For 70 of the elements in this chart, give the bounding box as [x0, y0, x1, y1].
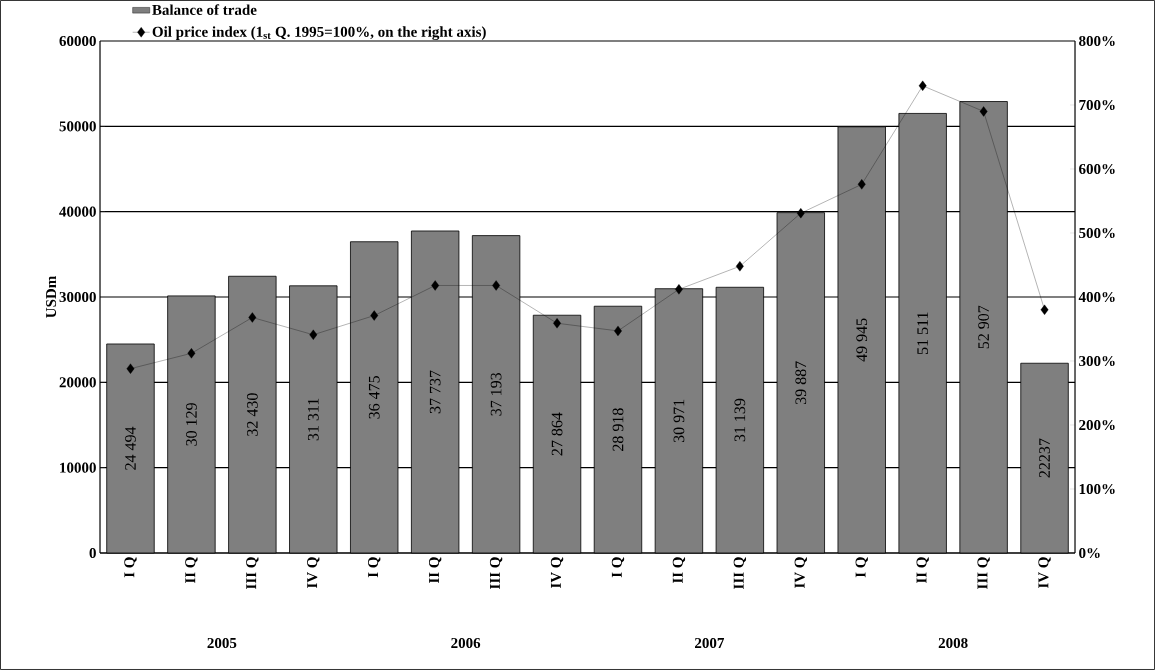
point — [918, 80, 927, 91]
data-label: 31 311 — [307, 398, 319, 441]
y-tick-label: 20000 — [59, 377, 96, 388]
point — [126, 363, 135, 374]
y2-tick-label: 300% — [1079, 355, 1115, 367]
x-tick-label: II Q — [185, 557, 198, 584]
data-label: 27 864 — [551, 412, 563, 456]
y-tick-label: 40000 — [59, 206, 96, 217]
x-tick-label: IV Q — [550, 557, 564, 589]
y-tick-label: 50000 — [59, 121, 96, 132]
y2-tick-label: 100% — [1079, 483, 1115, 495]
point — [857, 179, 866, 190]
point — [431, 280, 440, 291]
data-label: 39 887 — [795, 361, 807, 405]
y2-tick-label: 400% — [1078, 291, 1115, 303]
data-label: 31 139 — [734, 398, 746, 442]
y-axis-title: USDm — [46, 276, 57, 318]
data-label: 30 971 — [673, 399, 685, 443]
data-label: 22237 — [1039, 438, 1050, 478]
data-label: 49 945 — [856, 318, 868, 362]
x-tick-label: I Q — [855, 557, 868, 578]
y2-tick-label: 700% — [1079, 99, 1115, 111]
x-tick-label: II Q — [672, 557, 686, 584]
data-label: 36 475 — [368, 376, 380, 419]
x-tick-label: IV Q — [794, 557, 807, 589]
x-tick-label: I Q — [611, 557, 625, 578]
legend-label: Balance of trade — [152, 4, 257, 15]
point — [492, 280, 500, 291]
x-tick-label: II Q — [428, 557, 442, 584]
x-tick-label: III Q — [489, 557, 503, 589]
x-tick-label: IV Q — [1038, 557, 1051, 589]
point — [1040, 304, 1049, 315]
text: 2005 — [207, 637, 237, 649]
point — [796, 208, 805, 219]
x-tick-label: II Q — [916, 557, 929, 584]
data-label: 51 511 — [917, 312, 929, 354]
x-tick-label: III Q — [246, 557, 259, 589]
point — [248, 312, 257, 323]
y2-tick-label: 200% — [1079, 419, 1115, 431]
data-label: 30 129 — [186, 403, 197, 446]
point — [309, 329, 318, 340]
text: 2008 — [938, 637, 968, 649]
x-tick-label: IV Q — [307, 557, 320, 589]
y-tick-label: 0 — [89, 547, 96, 559]
data-label: 32 430 — [246, 393, 258, 436]
point — [370, 310, 379, 321]
x-tick-label: III Q — [733, 557, 747, 589]
data-label: 24 494 — [125, 426, 136, 470]
point — [979, 106, 988, 117]
y-tick-label: 10000 — [60, 462, 96, 473]
x-tick-label: I Q — [124, 557, 137, 578]
point — [187, 348, 196, 359]
data-label: 37 737 — [429, 370, 441, 414]
y2-tick-label: 800% — [1079, 35, 1115, 47]
x-tick-label: I Q — [368, 557, 381, 578]
text: 2007 — [695, 637, 725, 649]
text: 2006 — [451, 637, 481, 649]
y2-tick-label: 600% — [1079, 163, 1115, 175]
x-tick-label: III Q — [977, 557, 990, 589]
data-label: 28 918 — [612, 408, 624, 451]
point — [553, 318, 561, 329]
y-tick-label: 30000 — [59, 291, 96, 303]
y-tick-label: 60000 — [59, 35, 96, 47]
point — [675, 284, 683, 295]
data-label: 37 193 — [490, 372, 502, 416]
data-label: 52 907 — [978, 305, 989, 349]
y2-tick-label: 0% — [1079, 547, 1100, 559]
legend-label: Oil price index (1$_{st}$ Q. 1995=100%, on the right axis) — [152, 26, 486, 41]
y2-tick-label: 500% — [1079, 227, 1115, 239]
point — [735, 261, 744, 272]
